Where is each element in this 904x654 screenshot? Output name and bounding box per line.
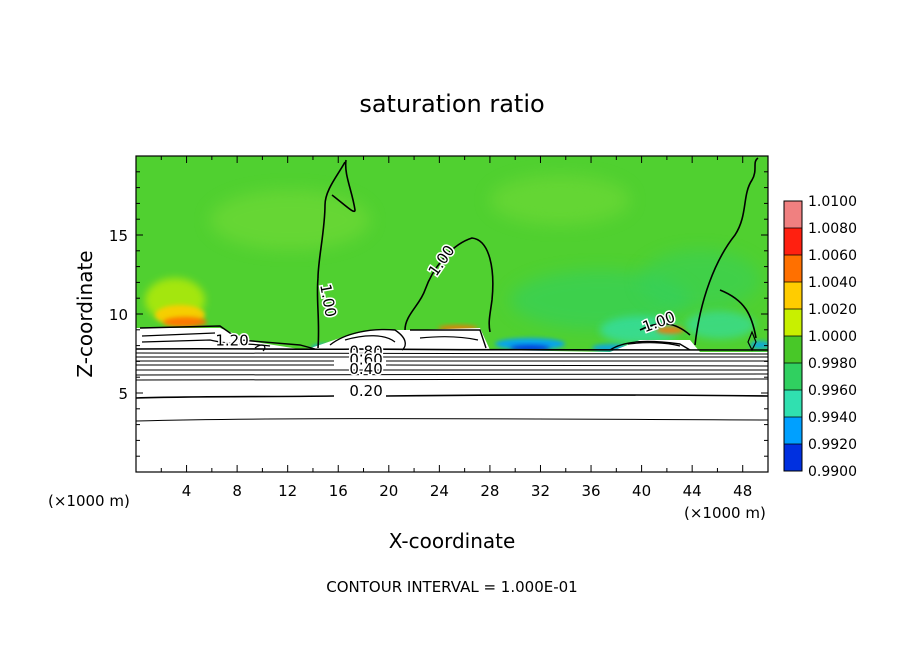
contour-line	[316, 277, 320, 349]
colorbar-label: 0.9980	[808, 356, 857, 372]
contour-label: 1.00	[316, 282, 340, 318]
x-tick-label: 24	[430, 482, 449, 500]
contour-label: 1.20	[215, 332, 248, 350]
chart-title: saturation ratio	[359, 90, 544, 118]
x-tick-label: 4	[182, 482, 192, 500]
colorbar-label: 0.9900	[808, 464, 857, 480]
contour-label: 0.80	[349, 343, 382, 361]
y-tick-label: 5	[118, 385, 128, 403]
x-tick-label: 8	[232, 482, 242, 500]
colorbar-swatch	[784, 363, 802, 391]
contour-line	[141, 332, 681, 347]
x-unit-left: (×1000 m)	[48, 492, 130, 510]
x-tick-label: 44	[683, 482, 702, 500]
x-axis-label: X-coordinate	[389, 529, 516, 553]
colorbar-swatch	[784, 255, 802, 283]
colorbar-label: 1.0060	[808, 248, 857, 264]
contour-line	[136, 352, 768, 358]
colorbar-swatch	[784, 336, 802, 364]
contour-line	[404, 237, 494, 333]
y-tick-label: 15	[109, 227, 128, 245]
subsaturated-region	[136, 328, 768, 472]
x-tick-label: 48	[733, 482, 752, 500]
colorbar-swatch	[784, 228, 802, 256]
contour-interval-note: CONTOUR INTERVAL = 1.000E-01	[326, 578, 577, 596]
y-axis-label: Z-coordinate	[73, 250, 97, 377]
contour-line	[136, 378, 768, 381]
x-tick-label: 20	[379, 482, 398, 500]
x-tick-label: 16	[329, 482, 348, 500]
x-unit-right: (×1000 m)	[684, 504, 766, 522]
contour-line	[694, 157, 759, 346]
contour-label: 0.40	[349, 360, 382, 378]
x-tick-label: 36	[581, 482, 600, 500]
colorbar-swatch	[784, 390, 802, 418]
colorbar-swatch	[784, 444, 802, 472]
contour-line	[136, 369, 768, 376]
x-tick-label: 28	[480, 482, 499, 500]
colorbar-swatch	[784, 309, 802, 337]
field-texture	[145, 175, 768, 352]
colorbar-label: 0.9960	[808, 383, 857, 399]
colorbar-label: 1.0000	[808, 329, 857, 345]
colorbar-label: 1.0080	[808, 221, 857, 237]
contour-label: 0.20	[349, 382, 382, 400]
contour-line	[254, 344, 266, 352]
colorbar-swatch	[784, 201, 802, 229]
contour-line	[139, 325, 691, 351]
y-tick-label: 10	[109, 306, 128, 324]
contour-line	[747, 330, 757, 352]
colorbar-label: 0.9920	[808, 437, 857, 453]
plot-area: 1.201.001.001.000.800.600.400.20	[136, 156, 768, 472]
colorbar-swatch	[784, 282, 802, 310]
contour-lines	[136, 157, 768, 422]
contour-line	[317, 159, 356, 279]
x-axis: 4 8 12 16 20 24 28 32 36 40 44 48	[160, 156, 752, 500]
contour-line	[719, 289, 757, 339]
colorbar-swatch	[784, 417, 802, 445]
contour-line	[136, 364, 768, 367]
contour-label: 0.60	[349, 351, 382, 369]
colorbar-label: 1.0020	[808, 302, 857, 318]
y-axis: 5 10 15	[109, 171, 768, 457]
contour-line	[136, 418, 768, 422]
contour-line	[639, 322, 691, 336]
x-tick-label: 12	[278, 482, 297, 500]
colorbar-label: 1.0100	[808, 194, 857, 210]
x-tick-label: 40	[632, 482, 651, 500]
x-tick-label: 32	[531, 482, 550, 500]
colorbar-label: 0.9940	[808, 410, 857, 426]
contour-line	[136, 394, 768, 399]
colorbar: 1.0100 1.0080 1.0060 1.0040 1.0020 1.0000 0.99…	[783, 194, 857, 480]
colorbar-label: 1.0040	[808, 275, 857, 291]
contour-line	[136, 347, 768, 352]
